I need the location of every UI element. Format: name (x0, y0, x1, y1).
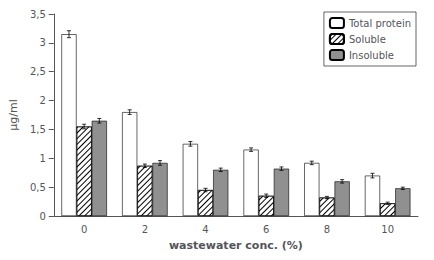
svg-text:0,5: 0,5 (30, 182, 46, 193)
svg-text:2: 2 (142, 224, 148, 235)
svg-text:3: 3 (39, 37, 45, 48)
svg-text:4: 4 (202, 224, 208, 235)
svg-text:Insoluble: Insoluble (349, 50, 394, 61)
svg-text:Soluble: Soluble (349, 34, 386, 45)
svg-text:wastewater conc. (%): wastewater conc. (%) (169, 239, 303, 252)
svg-text:8: 8 (324, 224, 330, 235)
svg-text:0: 0 (81, 224, 87, 235)
svg-text:10: 10 (381, 224, 394, 235)
svg-text:2: 2 (39, 95, 45, 106)
svg-text:Total protein: Total protein (348, 18, 411, 29)
svg-text:2,5: 2,5 (30, 66, 46, 77)
svg-text:1: 1 (39, 153, 45, 164)
svg-text:1,5: 1,5 (30, 124, 46, 135)
svg-text:3,5: 3,5 (30, 9, 46, 20)
svg-text:0: 0 (39, 211, 45, 222)
svg-text:6: 6 (263, 224, 269, 235)
svg-text:µg/ml: µg/ml (7, 99, 20, 130)
